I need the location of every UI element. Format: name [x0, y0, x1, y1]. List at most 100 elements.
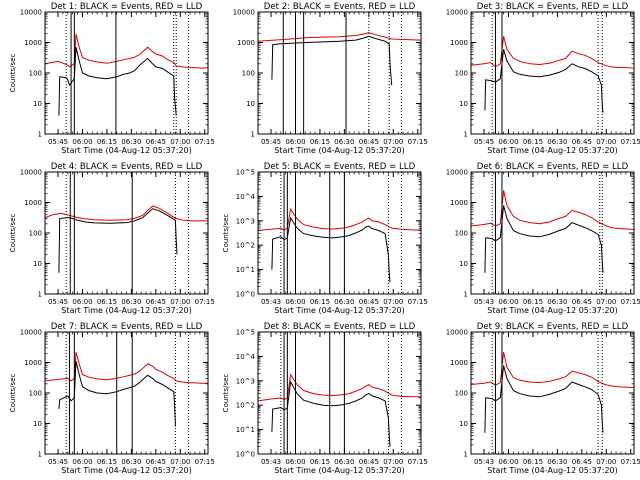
x-tick-label: 06:30	[121, 458, 141, 466]
y-tick-label: 100	[29, 70, 42, 78]
y-tick-label: 1	[251, 131, 255, 139]
x-tick-label: 07:00	[596, 298, 616, 306]
x-tick-label: 05:43	[261, 458, 281, 466]
plot-frame	[258, 332, 421, 454]
x-tick-label: 06:30	[121, 298, 141, 306]
y-tick-label: 10000	[446, 169, 468, 177]
panel-det-5: 10^0 10^1 10^2 10^3 10^4 10^5 05:43 06:00 06:15 0…	[222, 162, 428, 315]
plot-frame	[45, 12, 208, 134]
events-line	[485, 206, 603, 273]
panel-title: Det 3: BLACK = Events, RED = LLD	[477, 2, 629, 12]
panel-title: Det 7: BLACK = Events, RED = LLD	[51, 322, 203, 332]
x-tick-label: 05:43	[474, 298, 494, 306]
y-tick-label: 10000	[20, 169, 42, 177]
x-tick-label: 06:45	[572, 138, 592, 146]
x-tick-label: 06:45	[359, 138, 379, 146]
x-tick-label: 07:00	[170, 298, 190, 306]
y-tick-label: 1	[38, 451, 42, 459]
x-tick-label: 06:00	[498, 138, 518, 146]
x-tick-label: 07:15	[408, 458, 428, 466]
x-tick-label: 06:15	[523, 298, 543, 306]
panel-det-6: 1 10 100 1000 10000 05:43 06:00 06:15 06:30 06:45…	[446, 162, 640, 315]
x-tick-label: 07:00	[383, 298, 403, 306]
events-line	[272, 36, 392, 85]
panel-title: Det 8: BLACK = Events, RED = LLD	[264, 322, 416, 332]
y-tick-label: 10	[33, 420, 42, 428]
panel-title: Det 1: BLACK = Events, RED = LLD	[51, 2, 203, 12]
x-tick-label: 06:45	[572, 298, 592, 306]
plot-frame	[45, 172, 208, 294]
y-axis-label: Counts/sec	[222, 214, 230, 253]
y-tick-label: 100	[455, 230, 468, 238]
x-tick-label: 06:00	[72, 298, 92, 306]
x-tick-label: 06:15	[523, 138, 543, 146]
y-tick-label: 10000	[20, 329, 42, 337]
y-tick-label: 10^4	[236, 353, 256, 361]
y-axis-label: Counts/sec	[9, 214, 17, 253]
x-tick-label: 05:45	[261, 138, 281, 146]
x-tick-label: 06:00	[72, 458, 92, 466]
lld-line	[258, 33, 421, 42]
events-line	[272, 382, 390, 447]
x-tick-label: 06:45	[359, 458, 379, 466]
lld-line	[258, 209, 421, 230]
panel-title: Det 5: BLACK = Events, RED = LLD	[264, 162, 416, 172]
y-tick-label: 10^1	[236, 266, 255, 274]
y-tick-label: 1	[464, 131, 468, 139]
y-tick-label: 100	[242, 70, 255, 78]
y-tick-label: 100	[455, 70, 468, 78]
x-tick-label: 06:15	[310, 138, 330, 146]
x-tick-label: 07:15	[195, 138, 215, 146]
events-line	[59, 47, 176, 115]
y-tick-label: 10	[459, 260, 468, 268]
x-axis-label: Start Time (04-Aug-12 05:37:20)	[61, 146, 192, 155]
y-tick-label: 1000	[237, 39, 255, 47]
x-tick-label: 06:00	[285, 138, 305, 146]
x-tick-label: 06:30	[334, 298, 354, 306]
x-tick-label: 07:00	[596, 458, 616, 466]
detector-figure: 1 10 100 1000 10000 05:45 06:00 06:15 06:30 06:45…	[0, 0, 640, 480]
panel-det-8: 10^010^110^210^310^410^505:43 06:00 06:15 0…	[222, 322, 428, 475]
y-tick-label: 1	[464, 451, 468, 459]
events-line	[485, 49, 603, 112]
y-axis-label: Counts/sec	[222, 374, 230, 413]
x-tick-label: 06:15	[97, 458, 117, 466]
x-tick-label: 05:45	[474, 138, 494, 146]
y-tick-label: 10	[33, 100, 42, 108]
x-tick-label: 06:15	[97, 298, 117, 306]
x-tick-label: 06:30	[334, 138, 354, 146]
x-tick-label: 06:00	[285, 458, 305, 466]
x-tick-label: 07:15	[621, 458, 640, 466]
x-axis-label: Start Time (04-Aug-12 05:37:20)	[274, 306, 405, 315]
y-tick-label: 1000	[24, 39, 42, 47]
y-tick-label: 10	[459, 100, 468, 108]
y-tick-label: 10^5	[236, 329, 255, 337]
x-tick-label: 06:30	[121, 138, 141, 146]
x-axis-label: Start Time (04-Aug-12 05:37:20)	[61, 466, 192, 475]
x-axis-label: Start Time (04-Aug-12 05:37:20)	[487, 306, 618, 315]
x-tick-label: 06:15	[523, 458, 543, 466]
y-tick-label: 1000	[450, 39, 468, 47]
y-tick-label: 10^0	[236, 291, 255, 299]
panel-det-9: 1 10 100 1000 10000 05:43 06:00 06:15 06:30 06:45…	[446, 322, 640, 475]
y-tick-label: 1	[38, 131, 42, 139]
y-tick-label: 10^5	[236, 169, 255, 177]
y-tick-label: 1000	[24, 359, 42, 367]
x-tick-label: 05:45	[48, 298, 68, 306]
x-axis-label: Start Time (04-Aug-12 05:37:20)	[274, 146, 405, 155]
x-tick-label: 06:30	[547, 298, 567, 306]
x-tick-label: 06:45	[572, 458, 592, 466]
y-tick-label: 10^4	[236, 193, 256, 201]
x-tick-label: 06:45	[146, 298, 166, 306]
x-tick-label: 06:00	[285, 298, 305, 306]
y-tick-label: 10^1	[236, 426, 255, 434]
x-axis-label: Start Time (04-Aug-12 05:37:20)	[487, 466, 618, 475]
x-tick-label: 07:00	[383, 138, 403, 146]
y-axis-label: Counts/sec	[9, 374, 17, 413]
x-tick-label: 07:15	[621, 138, 640, 146]
y-tick-label: 10^3	[236, 377, 255, 385]
y-tick-label: 10000	[446, 9, 468, 17]
panel-det-3: 1 10 100 1000 10000 05:45 06:00 06:15 06:30 06:45…	[446, 2, 640, 155]
x-tick-label: 07:15	[408, 138, 428, 146]
plot-frame	[258, 12, 421, 134]
